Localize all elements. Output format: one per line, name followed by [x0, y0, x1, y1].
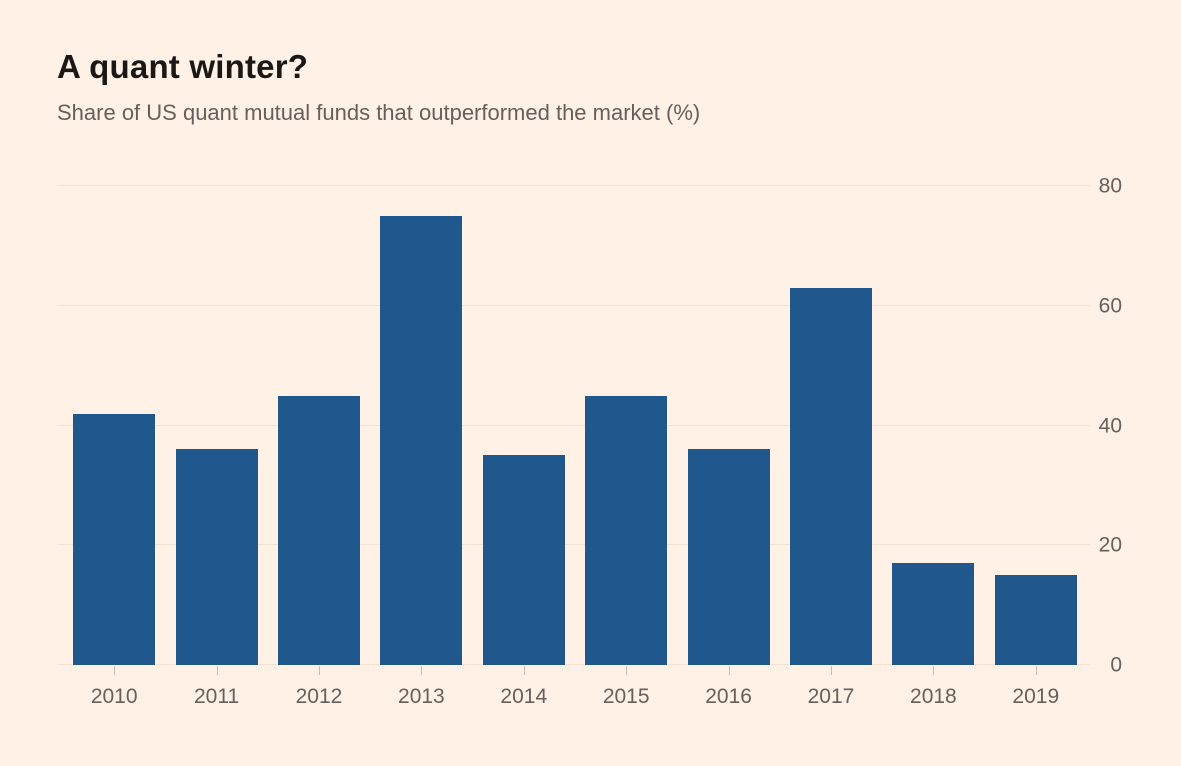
- y-tick-label-60: 60: [1098, 294, 1122, 318]
- gridline-0: [57, 664, 1090, 665]
- y-tick-label-80: 80: [1098, 174, 1122, 198]
- x-tick-2014: [523, 666, 525, 675]
- x-tick-2013: [421, 666, 423, 675]
- gridline-20: [57, 544, 1090, 546]
- chart-subtitle: Share of US quant mutual funds that outp…: [57, 100, 701, 125]
- x-tick-2019: [1035, 666, 1037, 675]
- x-tick-label-2015: 2015: [602, 685, 650, 708]
- bar-2013: [380, 215, 463, 665]
- chart-title: A quant winter?: [57, 48, 309, 85]
- y-tick-label-0: 0: [1110, 653, 1122, 677]
- x-tick-label-2012: 2012: [295, 685, 343, 708]
- x-tick-label-2017: 2017: [807, 685, 855, 708]
- bar-2017: [790, 287, 872, 665]
- y-axis-labels: 0 20 40 60 80: [1082, 176, 1122, 676]
- x-tick-label-2019: 2019: [1012, 685, 1060, 708]
- bar-2012: [278, 395, 360, 665]
- bar-2015: [585, 395, 668, 665]
- x-axis: 2010 2011 2012 2013 2014 2015 2016 2017 2018 2019: [63, 665, 1087, 725]
- bar-2019: [994, 575, 1077, 665]
- x-tick-label-2014: 2014: [500, 685, 548, 708]
- x-tick-label-2016: 2016: [705, 685, 752, 708]
- gridline-60: [57, 304, 1090, 306]
- y-tick-label-20: 20: [1098, 533, 1122, 557]
- x-tick-label-2010: 2010: [90, 685, 138, 708]
- x-tick-2017: [831, 666, 832, 675]
- bar-2011: [175, 449, 258, 665]
- x-tick-2010: [114, 666, 116, 675]
- y-tick-label-40: 40: [1098, 414, 1122, 437]
- gridline-80: [57, 185, 1090, 186]
- gridline-40: [57, 424, 1090, 426]
- bar-2018: [892, 563, 975, 665]
- x-tick-2015: [626, 666, 628, 675]
- bar-2010: [73, 413, 156, 665]
- x-tick-2018: [933, 666, 935, 675]
- x-tick-2016: [728, 666, 730, 675]
- x-tick-label-2018: 2018: [910, 685, 957, 708]
- plot-area: [57, 185, 1090, 665]
- x-tick-label-2011: 2011: [194, 685, 240, 708]
- bar-2014: [482, 455, 565, 665]
- x-tick-label-2013: 2013: [398, 685, 445, 708]
- x-tick-2011: [216, 666, 218, 675]
- bar-2016: [687, 449, 770, 665]
- x-tick-2012: [319, 666, 320, 675]
